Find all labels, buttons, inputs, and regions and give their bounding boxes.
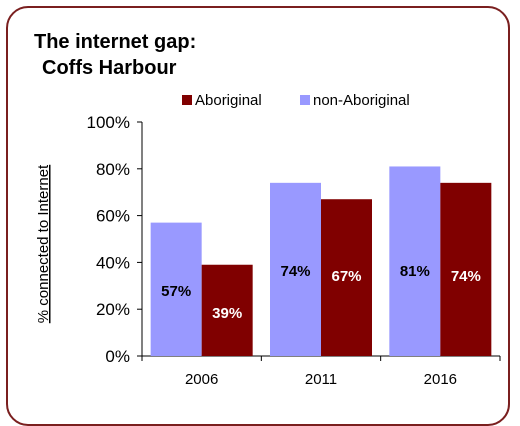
bar-non-aboriginal-2011 <box>270 182 321 356</box>
legend-label-non-aboriginal: non-Aboriginal <box>313 92 410 109</box>
x-tick-label-2011: 2011 <box>305 371 337 388</box>
data-label: 39% <box>212 305 242 322</box>
legend-label-aboriginal: Aboriginal <box>195 92 262 109</box>
y-axis-title: % connected to Internet <box>35 164 52 323</box>
chart-title-line-1: The internet gap: <box>34 31 197 53</box>
bar-non-aboriginal-2016 <box>389 166 441 356</box>
y-tick-label: 40% <box>96 253 130 272</box>
bar-aboriginal-2016 <box>440 182 492 356</box>
chart-title-line-2: Coffs Harbour <box>42 57 177 79</box>
y-tick-label: 20% <box>96 300 130 319</box>
y-tick-label: 80% <box>96 160 130 179</box>
x-tick-label-2006: 2006 <box>185 371 218 388</box>
bar-chart: 0% 20% 40% 60% 80% 100% 57% 39% 2006 74% 67% 2011 81… <box>35 92 501 388</box>
bar-non-aboriginal-2006 <box>150 222 202 356</box>
legend-swatch-non-aboriginal <box>300 95 310 105</box>
y-tick-label: 100% <box>87 113 130 132</box>
data-label: 74% <box>451 268 481 285</box>
data-label: 81% <box>400 263 430 280</box>
legend-swatch-aboriginal <box>182 95 192 105</box>
data-label: 67% <box>331 268 361 285</box>
data-label: 57% <box>161 283 191 300</box>
y-tick-label: 0% <box>105 347 130 366</box>
bar-aboriginal-2011 <box>321 199 372 356</box>
y-tick-label: 60% <box>96 207 130 226</box>
x-tick-label-2016: 2016 <box>424 371 457 388</box>
data-label: 74% <box>280 263 310 280</box>
bar-aboriginal-2006 <box>201 264 253 356</box>
